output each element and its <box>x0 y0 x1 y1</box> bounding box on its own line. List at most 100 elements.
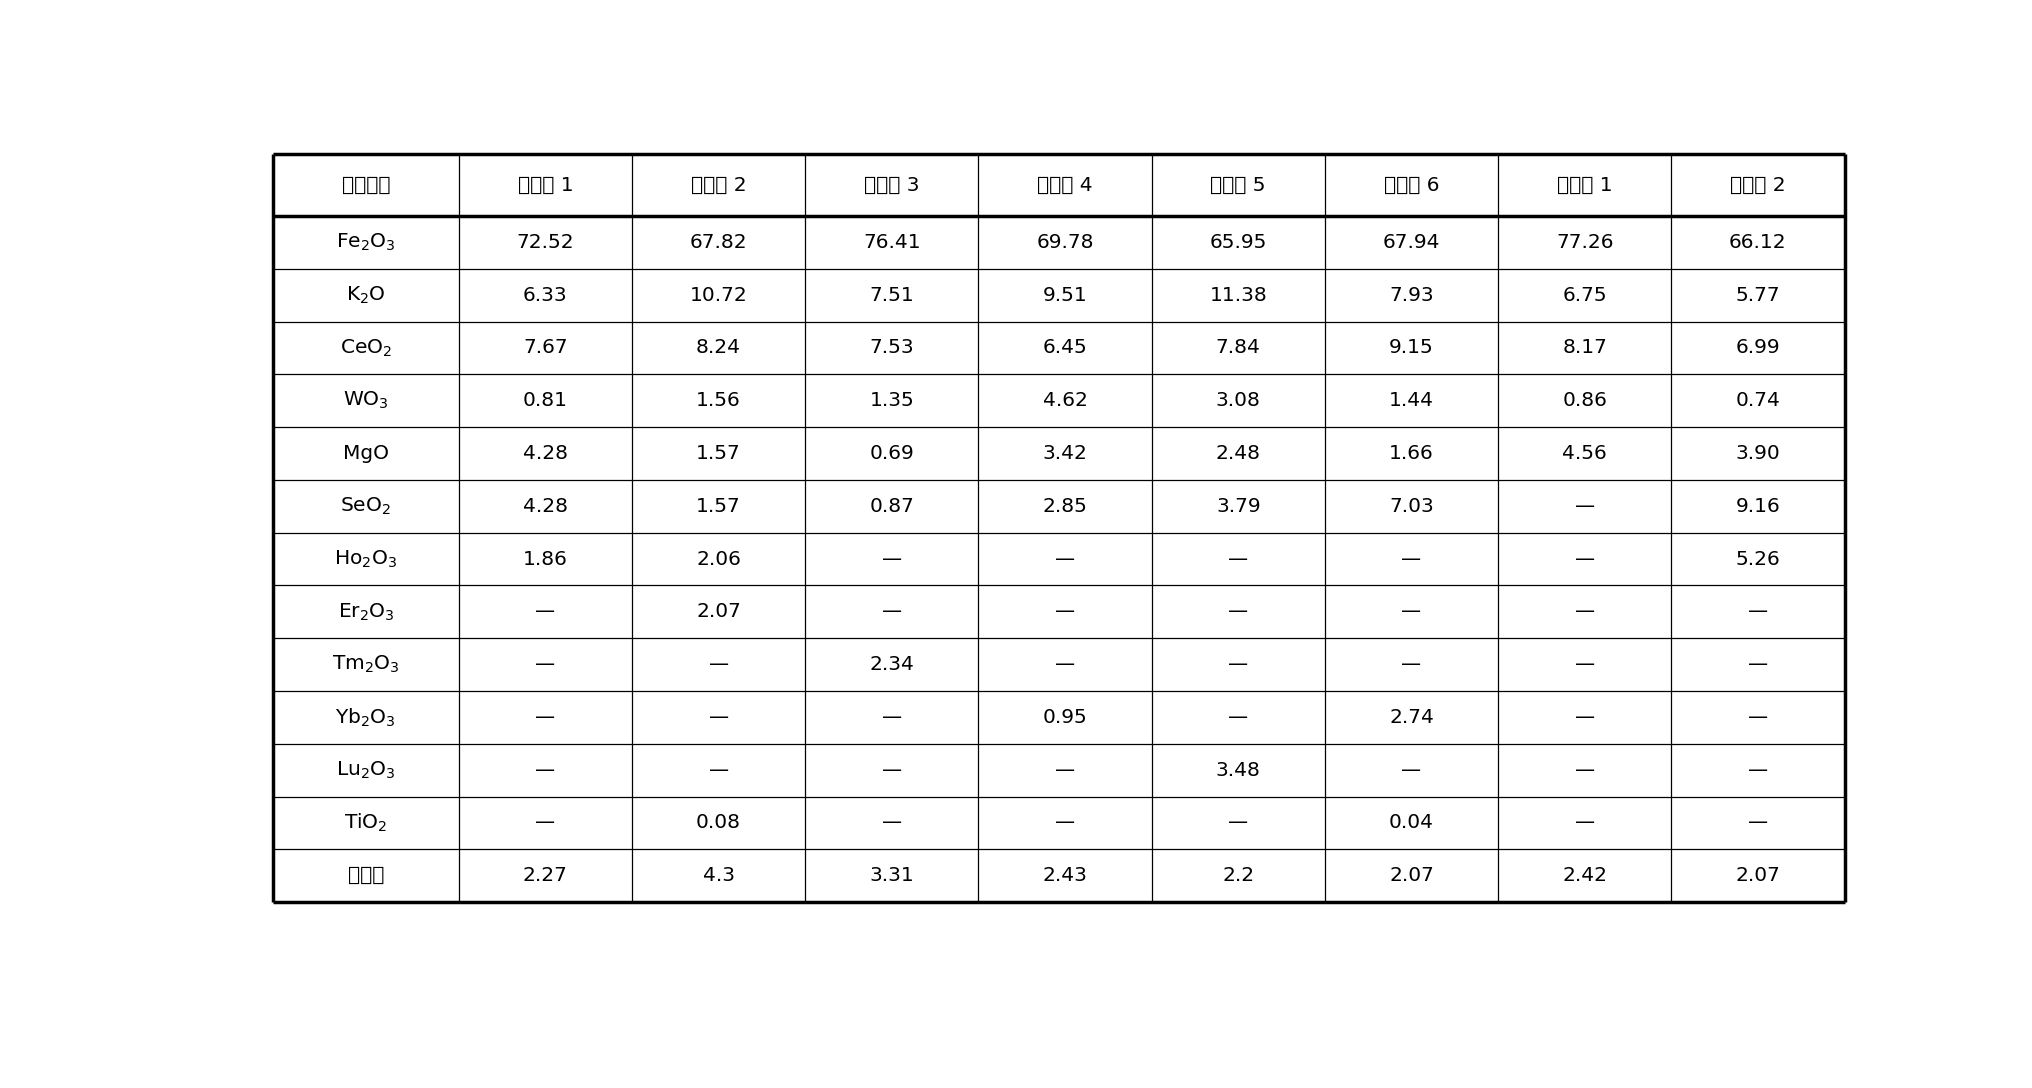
Text: 76.41: 76.41 <box>864 233 920 252</box>
Text: 4.3: 4.3 <box>703 866 734 886</box>
Text: 67.82: 67.82 <box>689 233 748 252</box>
Text: 0.86: 0.86 <box>1563 392 1607 410</box>
Text: 0.08: 0.08 <box>697 814 742 832</box>
Text: 4.62: 4.62 <box>1042 392 1087 410</box>
Text: 2.27: 2.27 <box>522 866 567 886</box>
Text: 9.16: 9.16 <box>1735 497 1780 516</box>
Text: SeO$_2$: SeO$_2$ <box>341 496 390 517</box>
Text: 0.87: 0.87 <box>870 497 914 516</box>
Text: —: — <box>1748 814 1768 832</box>
Text: 1.57: 1.57 <box>697 497 742 516</box>
Text: —: — <box>534 603 555 621</box>
Text: 2.42: 2.42 <box>1563 866 1607 886</box>
Text: —: — <box>1055 603 1075 621</box>
Text: 8.17: 8.17 <box>1563 338 1607 358</box>
Text: 2.2: 2.2 <box>1221 866 1254 886</box>
Text: —: — <box>709 708 729 727</box>
Text: —: — <box>1227 655 1248 675</box>
Text: —: — <box>1227 708 1248 727</box>
Text: 1.56: 1.56 <box>697 392 742 410</box>
Text: Ho$_2$O$_3$: Ho$_2$O$_3$ <box>335 548 398 570</box>
Text: K$_2$O: K$_2$O <box>345 285 386 306</box>
Text: 4.28: 4.28 <box>522 444 567 463</box>
Text: 实施例 5: 实施例 5 <box>1211 175 1266 195</box>
Text: 7.93: 7.93 <box>1390 286 1435 305</box>
Text: 69.78: 69.78 <box>1036 233 1093 252</box>
Text: TiO$_2$: TiO$_2$ <box>343 812 388 834</box>
Text: —: — <box>1227 603 1248 621</box>
Text: 1.44: 1.44 <box>1390 392 1435 410</box>
Text: 6.75: 6.75 <box>1563 286 1607 305</box>
Text: 实施例 6: 实施例 6 <box>1384 175 1439 195</box>
Text: 3.31: 3.31 <box>870 866 914 886</box>
Text: —: — <box>1748 708 1768 727</box>
Text: Er$_2$O$_3$: Er$_2$O$_3$ <box>337 602 394 622</box>
Text: —: — <box>1227 549 1248 569</box>
Text: Lu$_2$O$_3$: Lu$_2$O$_3$ <box>335 759 396 781</box>
Text: Yb$_2$O$_3$: Yb$_2$O$_3$ <box>335 706 396 729</box>
Text: 7.53: 7.53 <box>870 338 914 358</box>
Text: 0.81: 0.81 <box>522 392 567 410</box>
Text: —: — <box>1227 814 1248 832</box>
Text: 2.07: 2.07 <box>1735 866 1780 886</box>
Text: —: — <box>1575 761 1595 780</box>
Text: —: — <box>1055 761 1075 780</box>
Text: 3.08: 3.08 <box>1215 392 1260 410</box>
Text: 2.43: 2.43 <box>1042 866 1087 886</box>
Text: 实施例 1: 实施例 1 <box>518 175 573 195</box>
Text: —: — <box>1402 761 1422 780</box>
Text: —: — <box>1575 497 1595 516</box>
Text: —: — <box>534 655 555 675</box>
Text: 3.79: 3.79 <box>1215 497 1260 516</box>
Text: 粘结剂: 粘结剂 <box>347 866 384 886</box>
Text: 0.04: 0.04 <box>1390 814 1435 832</box>
Text: 实施例 2: 实施例 2 <box>691 175 746 195</box>
Text: 0.74: 0.74 <box>1735 392 1780 410</box>
Text: 3.42: 3.42 <box>1042 444 1087 463</box>
Text: 6.45: 6.45 <box>1042 338 1087 358</box>
Text: 67.94: 67.94 <box>1382 233 1441 252</box>
Text: —: — <box>534 708 555 727</box>
Text: —: — <box>534 814 555 832</box>
Text: —: — <box>709 655 729 675</box>
Text: 0.69: 0.69 <box>870 444 914 463</box>
Text: —: — <box>1055 655 1075 675</box>
Text: 5.77: 5.77 <box>1735 286 1780 305</box>
Text: 2.74: 2.74 <box>1390 708 1435 727</box>
Text: —: — <box>1748 761 1768 780</box>
Text: 0.95: 0.95 <box>1042 708 1087 727</box>
Text: —: — <box>1575 603 1595 621</box>
Text: 77.26: 77.26 <box>1557 233 1613 252</box>
Text: —: — <box>882 603 902 621</box>
Text: 2.85: 2.85 <box>1042 497 1087 516</box>
Text: 组成含量: 组成含量 <box>341 175 390 195</box>
Text: Tm$_2$O$_3$: Tm$_2$O$_3$ <box>331 654 400 676</box>
Text: 11.38: 11.38 <box>1209 286 1268 305</box>
Text: 7.03: 7.03 <box>1390 497 1435 516</box>
Text: 1.86: 1.86 <box>522 549 567 569</box>
Text: —: — <box>1575 549 1595 569</box>
Text: 实施例 4: 实施例 4 <box>1036 175 1093 195</box>
Text: 5.26: 5.26 <box>1735 549 1780 569</box>
Text: MgO: MgO <box>343 444 388 463</box>
Text: 比较例 1: 比较例 1 <box>1557 175 1613 195</box>
Text: 7.84: 7.84 <box>1215 338 1260 358</box>
Text: 2.07: 2.07 <box>1390 866 1435 886</box>
Text: —: — <box>1402 549 1422 569</box>
Text: WO$_3$: WO$_3$ <box>343 391 388 411</box>
Text: —: — <box>534 761 555 780</box>
Text: 66.12: 66.12 <box>1729 233 1786 252</box>
Text: 9.51: 9.51 <box>1042 286 1087 305</box>
Text: 3.90: 3.90 <box>1735 444 1780 463</box>
Text: 1.57: 1.57 <box>697 444 742 463</box>
Text: 6.99: 6.99 <box>1735 338 1780 358</box>
Text: 72.52: 72.52 <box>516 233 575 252</box>
Text: 65.95: 65.95 <box>1209 233 1266 252</box>
Text: —: — <box>882 708 902 727</box>
Text: 1.66: 1.66 <box>1390 444 1435 463</box>
Text: 8.24: 8.24 <box>697 338 742 358</box>
Text: 3.48: 3.48 <box>1215 761 1260 780</box>
Text: 9.15: 9.15 <box>1390 338 1435 358</box>
Text: —: — <box>1748 603 1768 621</box>
Text: —: — <box>882 549 902 569</box>
